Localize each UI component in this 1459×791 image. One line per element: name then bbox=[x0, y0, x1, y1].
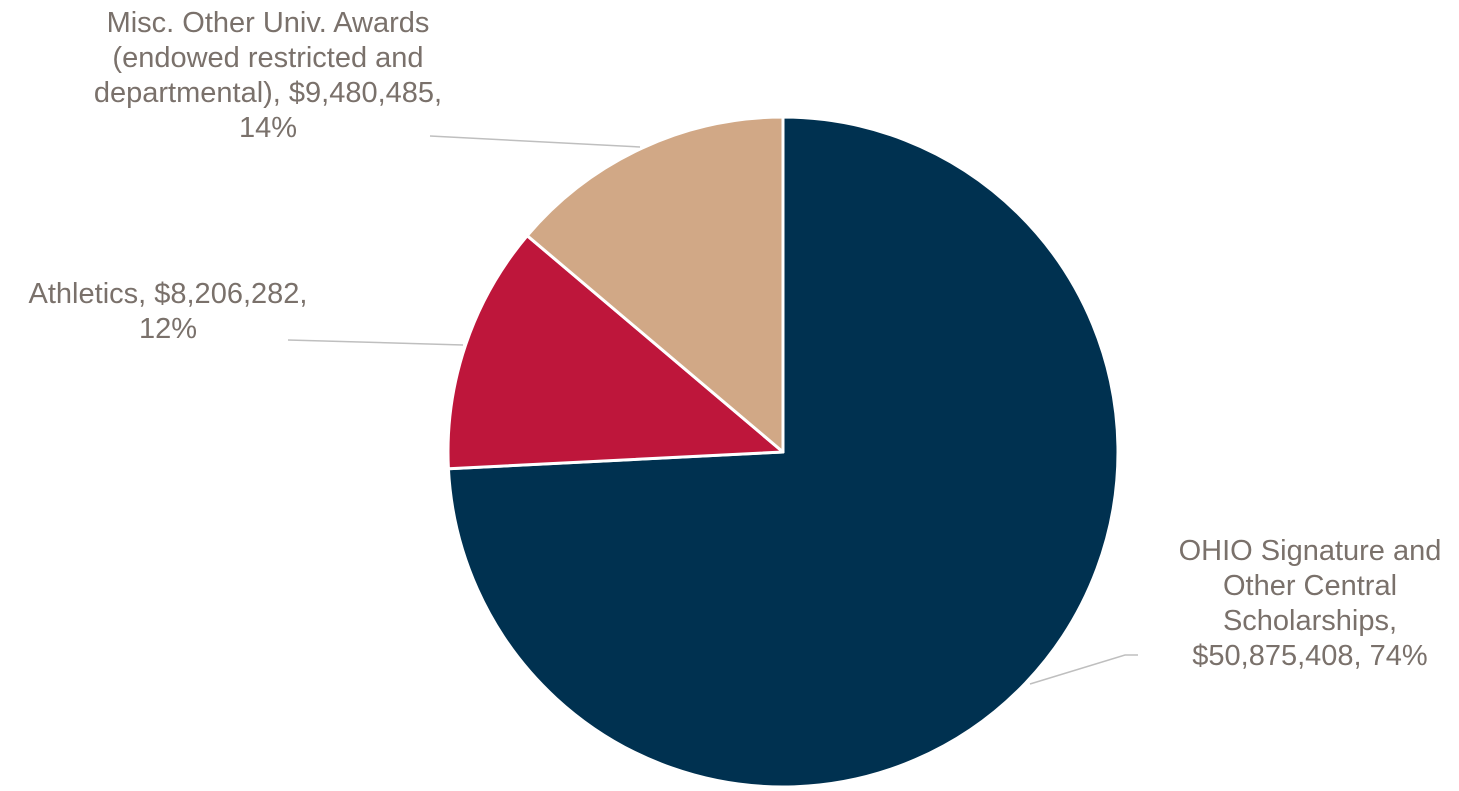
pie-slice-misc-other-univ-awards-endowed-restricted-and-departmental bbox=[525, 115, 785, 454]
data-label-line: Scholarships, bbox=[1223, 605, 1397, 637]
data-label-line: Other Central bbox=[1223, 570, 1397, 602]
leader-lines-layer bbox=[287, 135, 1138, 685]
pie-slice-athletics bbox=[446, 234, 785, 471]
data-label-line: $50,875,408, 74% bbox=[1192, 640, 1427, 672]
data-label-line: 12% bbox=[139, 313, 197, 345]
data-label-line: OHIO Signature and bbox=[1179, 535, 1442, 567]
data-label-line: Athletics, $8,206,282, bbox=[29, 278, 308, 310]
data-label-misc-other-univ-awards-endowed-restricted-and-departmental: Misc. Other Univ. Awards (endowed restric… bbox=[94, 7, 442, 144]
data-label-line: (endowed restricted and bbox=[112, 42, 423, 74]
leader-line-misc-other-univ-awards-endowed-restricted-and-departmental bbox=[429, 135, 641, 148]
leader-line-ohio-signature-and-other-central-scholarships bbox=[1029, 654, 1138, 685]
leader-line-athletics bbox=[287, 339, 464, 346]
data-label-line: Misc. Other Univ. Awards bbox=[107, 7, 430, 39]
slices-layer bbox=[446, 115, 1120, 789]
data-labels-layer: OHIO Signature and Other Central Scholarsh… bbox=[29, 7, 1442, 672]
data-label-line: 14% bbox=[239, 112, 297, 144]
data-label-line: departmental), $9,480,485, bbox=[94, 77, 442, 109]
data-label-athletics: Athletics, $8,206,282, 12% bbox=[29, 278, 308, 345]
data-label-ohio-signature-and-other-central-scholarships: OHIO Signature and Other Central Scholarsh… bbox=[1179, 535, 1442, 672]
